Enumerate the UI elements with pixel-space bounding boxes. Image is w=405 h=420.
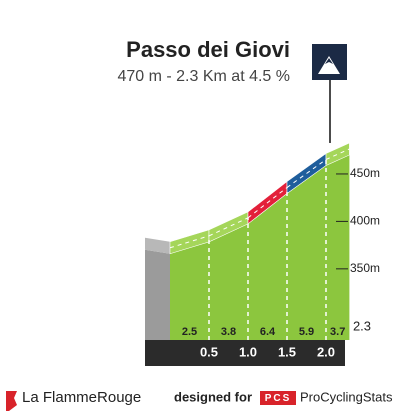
segment-front	[209, 223, 248, 340]
footer-brand: La FlammeRouge	[22, 389, 141, 406]
pcs-logo-box	[260, 391, 296, 405]
gradient-label: 6.4	[260, 326, 276, 338]
x-tick-label: 0.5	[200, 344, 218, 359]
segment-top-dash	[247, 187, 288, 219]
segment-front	[287, 165, 326, 340]
gradient-label: 3.7	[330, 326, 345, 338]
y-tick-label: 350m	[350, 261, 380, 275]
footer-site: ProCyclingStats	[300, 389, 393, 404]
x-tick-label: 1.0	[239, 344, 257, 359]
gradient-label: 2.5	[182, 326, 197, 338]
summit-icon-snow	[325, 58, 333, 64]
side-face-top	[145, 237, 170, 254]
x-tick-label: 1.5	[278, 344, 296, 359]
segment-top-dash	[286, 159, 327, 188]
chart-title: Passo dei Giovi	[126, 37, 290, 62]
y-tick-label: 450m	[350, 166, 380, 180]
gradient-label: 5.9	[299, 326, 314, 338]
summit-icon-mountain	[318, 56, 340, 74]
base-bar	[145, 340, 345, 366]
footer-designed-for: designed for	[174, 389, 252, 404]
chart-subtitle: 470 m - 2.3 Km at 4.5 %	[117, 68, 290, 85]
segment-top-dash	[208, 217, 249, 237]
side-face	[145, 249, 170, 340]
segment-top-dash	[169, 235, 210, 249]
y-tick-label: 400m	[350, 214, 380, 228]
plot: 2.5 3.8 6.4 5.9 3.7 0.5 1.0 1.5 2.0 2.3 350m 400m 45…	[145, 80, 380, 366]
segment-front	[170, 241, 209, 340]
pcs-logo: PCS	[265, 393, 292, 404]
x-tick-label: 2.0	[317, 344, 335, 359]
brand-flag	[6, 391, 17, 411]
gradient-label: 3.8	[221, 326, 236, 338]
segment-front	[326, 154, 350, 340]
x-tick-label: 2.3	[353, 318, 371, 333]
segment-front	[248, 193, 287, 340]
